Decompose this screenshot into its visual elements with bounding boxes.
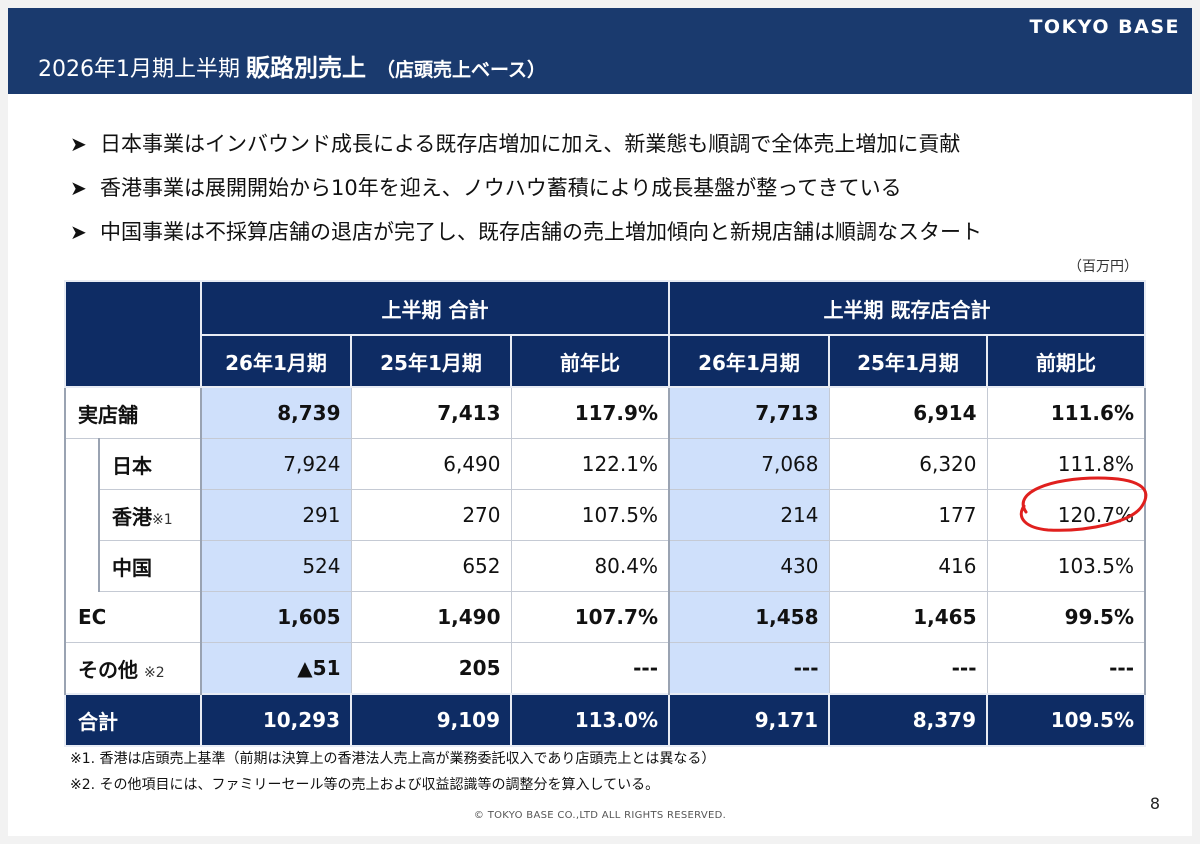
row-label: その他 ※2 [64, 642, 202, 695]
unit-label: （百万円） [1068, 259, 1138, 275]
indent-spacer [64, 438, 99, 592]
bullet-item: ➤ 中国事業は不採算店舗の退店が完了し、既存店舗の売上増加傾向と新規店舗は順調なス… [70, 210, 982, 254]
column-header: 26年1月期 [200, 334, 352, 388]
table-cell: 9,171 [668, 693, 830, 747]
page-title: 2026年1月期上半期 販路別売上 （店頭売上ベース） [38, 48, 546, 83]
title-main: 販路別売上 [246, 54, 366, 82]
table-cell: 7,413 [351, 387, 512, 439]
bullet-list: ➤ 日本事業はインバウンド成長による既存店増加に加え、新業態も順調で全体売上増加に… [70, 122, 982, 254]
table-cell: 107.5% [511, 489, 670, 541]
title-prefix: 2026年1月期上半期 [38, 57, 240, 82]
table-row-china: 中国 524 652 80.4% 430 416 103.5% [65, 540, 1146, 592]
page-number: 8 [1149, 794, 1160, 813]
row-label: 実店舗 [64, 387, 202, 439]
table-cell: 1,465 [829, 591, 988, 643]
table-cell: --- [511, 642, 670, 695]
table-row-japan: 日本 7,924 6,490 122.1% 7,068 6,320 111.8% [64, 438, 1146, 592]
column-header: 前期比 [986, 334, 1146, 388]
bullet-item: ➤ 香港事業は展開開始から10年を迎え、ノウハウ蓄積により成長基盤が整ってきている [70, 166, 982, 210]
column-header: 前年比 [510, 334, 670, 388]
table-cell: 416 [829, 540, 988, 592]
table-cell: --- [987, 642, 1146, 695]
column-header: 26年1月期 [668, 334, 830, 388]
row-label: EC [64, 591, 202, 643]
table-cell: 122.1% [511, 438, 670, 490]
footnotes: ※1. 香港は店頭売上基準（前期は決算上の香港法人売上高が業務委託収入であり店頭… [70, 746, 715, 798]
table-cell: 7,713 [669, 387, 830, 439]
arrow-icon: ➤ [70, 132, 87, 156]
table-cell: 524 [201, 540, 352, 592]
table-cell: 7,068 [669, 438, 830, 490]
table-cell-circled: 120.7% [987, 489, 1146, 541]
table-cell: 10,293 [200, 693, 352, 747]
column-header: 25年1月期 [350, 334, 512, 388]
group-header-existing: 上半期 既存店合計 [668, 280, 1146, 336]
header-bar: TOKYO BASE 2026年1月期上半期 販路別売上 （店頭売上ベース） [8, 8, 1192, 94]
table-cell: 111.8% [987, 438, 1146, 490]
table-cell: 80.4% [511, 540, 670, 592]
table-cell: 1,605 [201, 591, 352, 643]
row-label: 中国 [98, 540, 202, 592]
row-label: 香港※1 [98, 489, 202, 541]
table-cell: 6,490 [351, 438, 512, 490]
brand-logo: TOKYO BASE [1029, 16, 1180, 38]
table-cell: 6,914 [829, 387, 988, 439]
table-cell: 107.7% [511, 591, 670, 643]
table-cell: ▲51 [201, 642, 352, 695]
footnote: ※1. 香港は店頭売上基準（前期は決算上の香港法人売上高が業務委託収入であり店頭… [70, 751, 716, 767]
title-sub: （店頭売上ベース） [376, 59, 547, 81]
sales-table: 上半期 合計 上半期 既存店合計 26年1月期 25年1月期 前年比 26年1月… [64, 280, 1146, 747]
footnote-mark: ※1 [152, 511, 173, 528]
table-cell: 1,458 [669, 591, 830, 643]
table-cell: 9,109 [350, 693, 512, 747]
slide: TOKYO BASE 2026年1月期上半期 販路別売上 （店頭売上ベース） ➤ 日本… [8, 8, 1192, 836]
table-cell: 111.6% [987, 387, 1146, 439]
table-corner [64, 280, 202, 388]
table-cell: 430 [669, 540, 830, 592]
copyright: © TOKYO BASE CO.,LTD ALL RIGHTS RESERVED… [473, 810, 727, 821]
table-cell: 291 [201, 489, 352, 541]
arrow-icon: ➤ [70, 176, 87, 200]
table-cell: 6,320 [829, 438, 988, 490]
table-cell: 1,490 [351, 591, 512, 643]
row-label: 日本 [98, 438, 202, 490]
row-label: 合計 [64, 693, 202, 747]
table-row-hongkong: 香港※1 291 270 107.5% 214 177 120.7% [65, 489, 1146, 541]
footnote: ※2. その他項目には、ファミリーセール等の売上および収益認識等の調整分を算入し… [70, 777, 660, 793]
table-cell: 214 [669, 489, 830, 541]
table-cell: 109.5% [986, 693, 1146, 747]
bullet-item: ➤ 日本事業はインバウンド成長による既存店増加に加え、新業態も順調で全体売上増加に… [70, 122, 982, 166]
group-header-total: 上半期 合計 [200, 280, 670, 336]
table-cell: 652 [351, 540, 512, 592]
table-cell: --- [829, 642, 988, 695]
table-cell: 117.9% [511, 387, 670, 439]
table-cell: 113.0% [510, 693, 670, 747]
table-cell: 8,739 [201, 387, 352, 439]
table-cell: 103.5% [987, 540, 1146, 592]
table-cell: 99.5% [987, 591, 1146, 643]
footnote-mark: ※2 [144, 664, 165, 681]
table-cell: 7,924 [201, 438, 352, 490]
table-row-physical: 実店舗 8,739 7,413 117.9% 7,713 6,914 111.6… [64, 387, 1146, 439]
table-row-other: その他 ※2 ▲51 205 --- --- --- --- [64, 642, 1146, 695]
table-cell: 8,379 [828, 693, 988, 747]
table-row-ec: EC 1,605 1,490 107.7% 1,458 1,465 99.5% [64, 591, 1146, 643]
table-cell: 205 [351, 642, 512, 695]
table-cell: --- [669, 642, 830, 695]
table-cell: 270 [351, 489, 512, 541]
table-row-total: 合計 10,293 9,109 113.0% 9,171 8,379 109.5… [64, 693, 1146, 747]
table-cell: 177 [829, 489, 988, 541]
column-header: 25年1月期 [828, 334, 988, 388]
arrow-icon: ➤ [70, 220, 87, 244]
